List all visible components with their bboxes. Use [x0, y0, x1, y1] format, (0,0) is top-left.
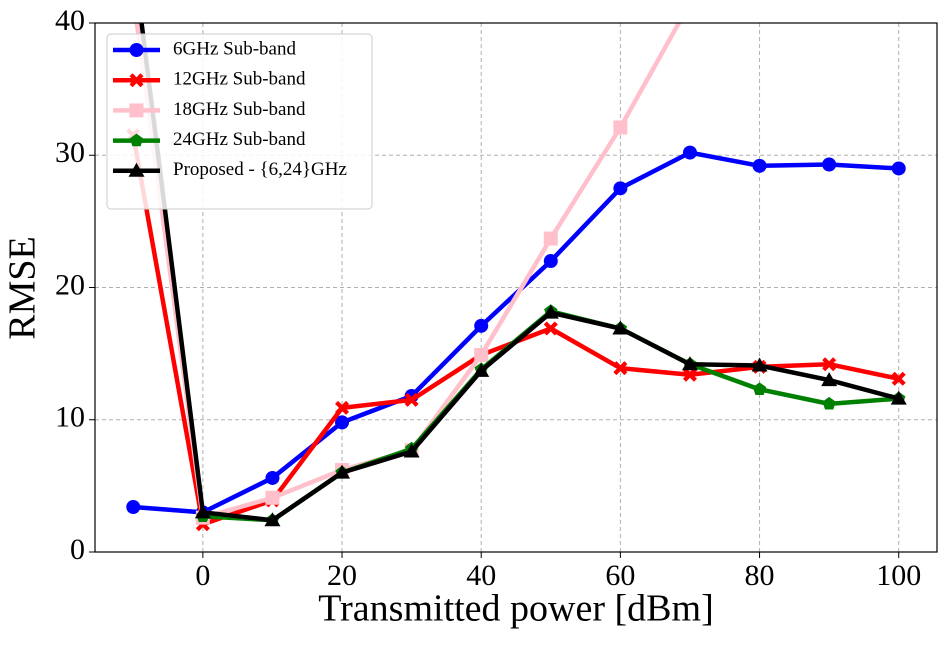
- marker: [751, 357, 768, 372]
- marker: [752, 158, 767, 173]
- marker: [613, 120, 628, 135]
- marker: [403, 443, 420, 458]
- y-axis-label: RMSE: [2, 236, 44, 339]
- y-tick-label: 0: [70, 533, 85, 566]
- ticks: 0 20 40 60 80 100 0 10 20 30 40: [55, 4, 921, 592]
- marker: [473, 362, 490, 377]
- series-line: [202, 309, 899, 523]
- marker: [129, 103, 144, 118]
- legend-box: [106, 33, 373, 210]
- marker: [542, 304, 559, 319]
- marker: [265, 490, 280, 505]
- x-tick-label: 100: [876, 559, 921, 592]
- marker: [682, 367, 697, 382]
- y-tick-label: 10: [55, 401, 85, 434]
- marker: [543, 321, 558, 336]
- marker: [194, 504, 211, 519]
- marker: [682, 145, 697, 160]
- marker: [683, 0, 697, 10]
- legend-label: 24GHz Sub-band: [173, 129, 306, 150]
- marker: [752, 382, 767, 395]
- marker: [404, 392, 419, 407]
- legend-label: 18GHz Sub-band: [173, 99, 306, 120]
- legend-label: Proposed - {6,24}GHz: [173, 159, 347, 180]
- marker: [681, 356, 698, 371]
- marker: [126, 500, 141, 515]
- marker: [822, 357, 837, 372]
- marker: [129, 73, 144, 88]
- marker: [543, 231, 558, 246]
- marker: [129, 43, 144, 57]
- marker: [335, 400, 350, 415]
- marker: [613, 181, 628, 196]
- legend: 6GHz Sub-band 12GHz Sub-band 18GHz Sub-ban…: [106, 33, 373, 210]
- y-tick-label: 20: [55, 268, 85, 301]
- marker: [265, 470, 280, 485]
- marker: [543, 254, 558, 269]
- marker: [891, 371, 906, 386]
- x-axis-label: Transmitted power [dBm]: [318, 588, 713, 630]
- marker: [474, 347, 489, 362]
- x-tick-label: 20: [327, 559, 357, 592]
- x-tick-label: 80: [745, 559, 775, 592]
- x-tick-label: 40: [466, 559, 496, 592]
- marker: [822, 157, 837, 172]
- x-tick-label: 60: [605, 559, 635, 592]
- marker: [612, 320, 629, 335]
- marker: [126, 0, 140, 4]
- marker: [474, 318, 489, 333]
- plot-area: [126, 0, 907, 532]
- marker: [891, 161, 906, 176]
- marker: [264, 512, 281, 527]
- marker: [890, 390, 907, 405]
- legend-label: 12GHz Sub-band: [173, 69, 306, 90]
- marker: [334, 464, 351, 479]
- legend-label: 6GHz Sub-band: [173, 38, 296, 59]
- x-tick-label: 0: [195, 559, 210, 592]
- series-line: [139, 23, 900, 523]
- y-tick-label: 30: [55, 136, 85, 169]
- marker: [128, 162, 145, 177]
- marker: [822, 396, 836, 410]
- marker: [821, 372, 838, 387]
- y-tick-label: 40: [55, 4, 85, 37]
- marker: [129, 133, 144, 147]
- marker: [335, 415, 350, 430]
- marker: [613, 361, 628, 376]
